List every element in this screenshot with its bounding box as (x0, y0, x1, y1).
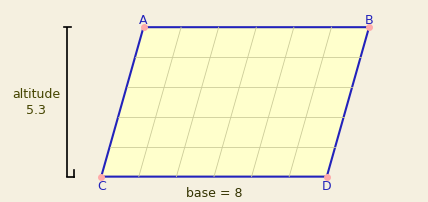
Text: B: B (365, 14, 373, 27)
Text: C: C (97, 179, 106, 192)
Polygon shape (101, 28, 369, 177)
Text: base = 8: base = 8 (186, 186, 242, 199)
Text: D: D (322, 179, 332, 192)
Text: altitude
5.3: altitude 5.3 (12, 88, 60, 117)
Text: A: A (139, 14, 148, 27)
